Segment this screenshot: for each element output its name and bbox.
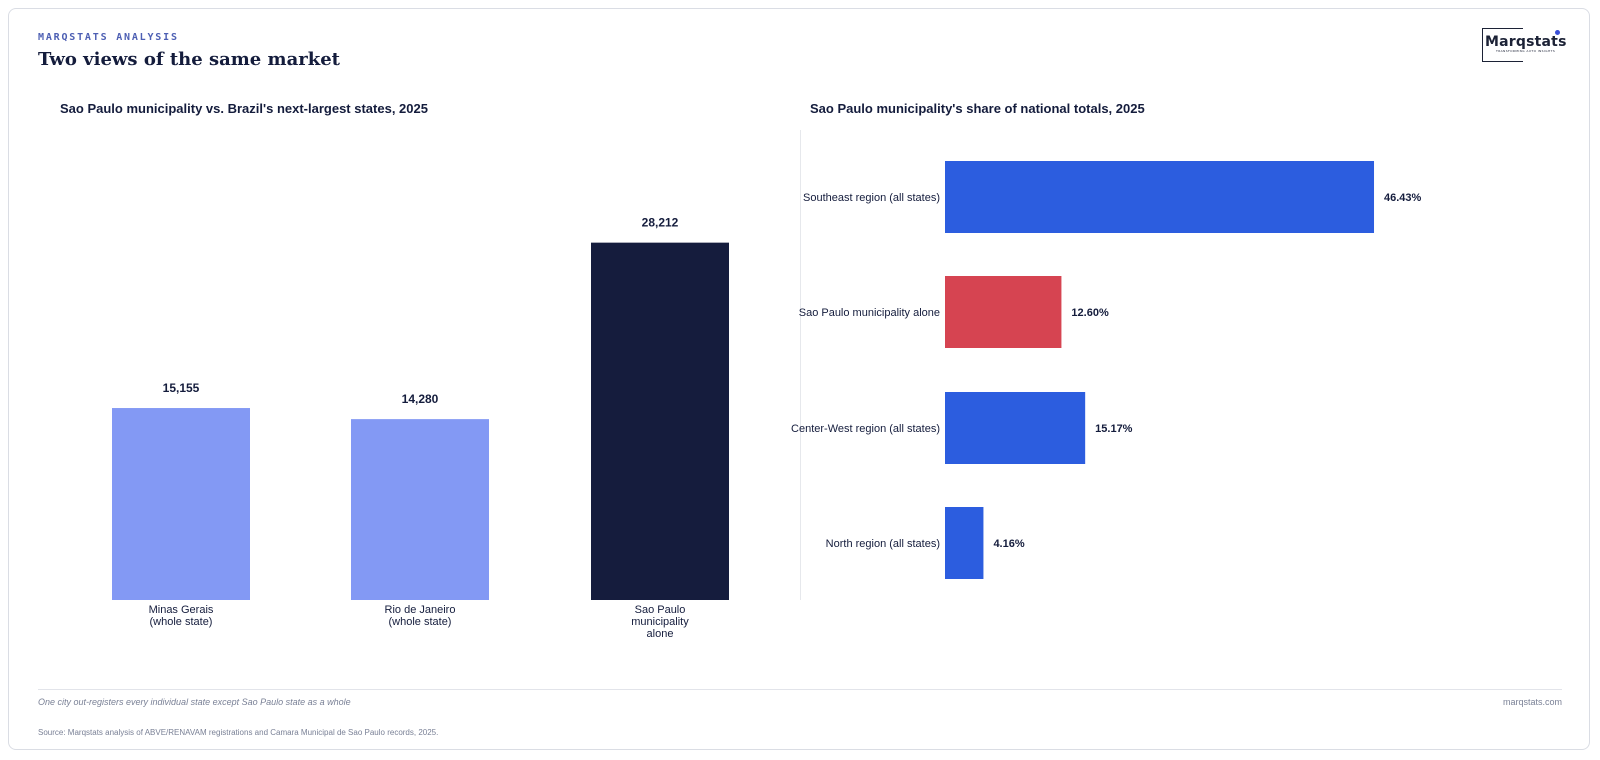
bar-2 xyxy=(591,242,729,600)
hbar-0 xyxy=(945,161,1375,233)
left-chart-title: Sao Paulo municipality vs. Brazil's next… xyxy=(60,101,428,116)
hbar-category-label-2: Center-West region (all states) xyxy=(791,423,940,435)
page-title: Two views of the same market xyxy=(38,49,340,70)
hbar-3 xyxy=(945,507,984,579)
logo-dot-icon xyxy=(1555,30,1560,35)
hbar-value-label-3: 4.16% xyxy=(993,538,1024,550)
bar-0 xyxy=(112,408,250,600)
logo-frame xyxy=(1482,28,1523,62)
right-bar-chart: 46.43% Southeast region (all states) 12.60… xyxy=(791,161,1422,579)
category-label-2: Sao Paulo municipality alone xyxy=(631,604,689,640)
hbar-value-label-0: 46.43% xyxy=(1384,192,1422,204)
hbar-1 xyxy=(945,276,1062,348)
category-label-1: Rio de Janeiro (whole state) xyxy=(385,604,456,628)
hbar-category-label-0: Southeast region (all states) xyxy=(803,192,940,204)
report-card xyxy=(8,8,1590,750)
panel-divider xyxy=(800,130,801,600)
hbar-value-label-1: 12.60% xyxy=(1071,307,1109,319)
right-chart-title: Sao Paulo municipality's share of nation… xyxy=(810,101,1145,116)
logo-wordmark: Marqstats xyxy=(1485,34,1567,50)
hbar-2 xyxy=(945,392,1086,464)
bar-value-label-2: 28,212 xyxy=(642,216,679,230)
footer-source: Source: Marqstats analysis of ABVE/RENAV… xyxy=(38,728,439,737)
hbar-category-label-1: Sao Paulo municipality alone xyxy=(799,307,940,319)
bar-value-label-1: 14,280 xyxy=(402,392,439,406)
category-label-0: Minas Gerais (whole state) xyxy=(149,604,214,628)
footer-site-link[interactable]: marqstats.com xyxy=(1502,697,1562,707)
bar-value-label-0: 15,155 xyxy=(163,381,200,395)
marqstats-logo: Marqstats TRANSFORMING AUTO INSIGHTS xyxy=(1482,28,1567,62)
hbar-category-label-3: North region (all states) xyxy=(826,538,940,550)
footer-note: One city out-registers every individual … xyxy=(38,697,351,707)
footer-divider xyxy=(38,689,1562,690)
logo-tagline: TRANSFORMING AUTO INSIGHTS xyxy=(1496,49,1556,53)
hbar-value-label-2: 15.17% xyxy=(1095,423,1133,435)
bar-1 xyxy=(351,419,489,600)
left-bar-chart: 15,155 Minas Gerais (whole state) 14,280 Rio… xyxy=(112,216,729,640)
eyebrow-label: MARQSTATS ANALYSIS xyxy=(38,32,179,43)
